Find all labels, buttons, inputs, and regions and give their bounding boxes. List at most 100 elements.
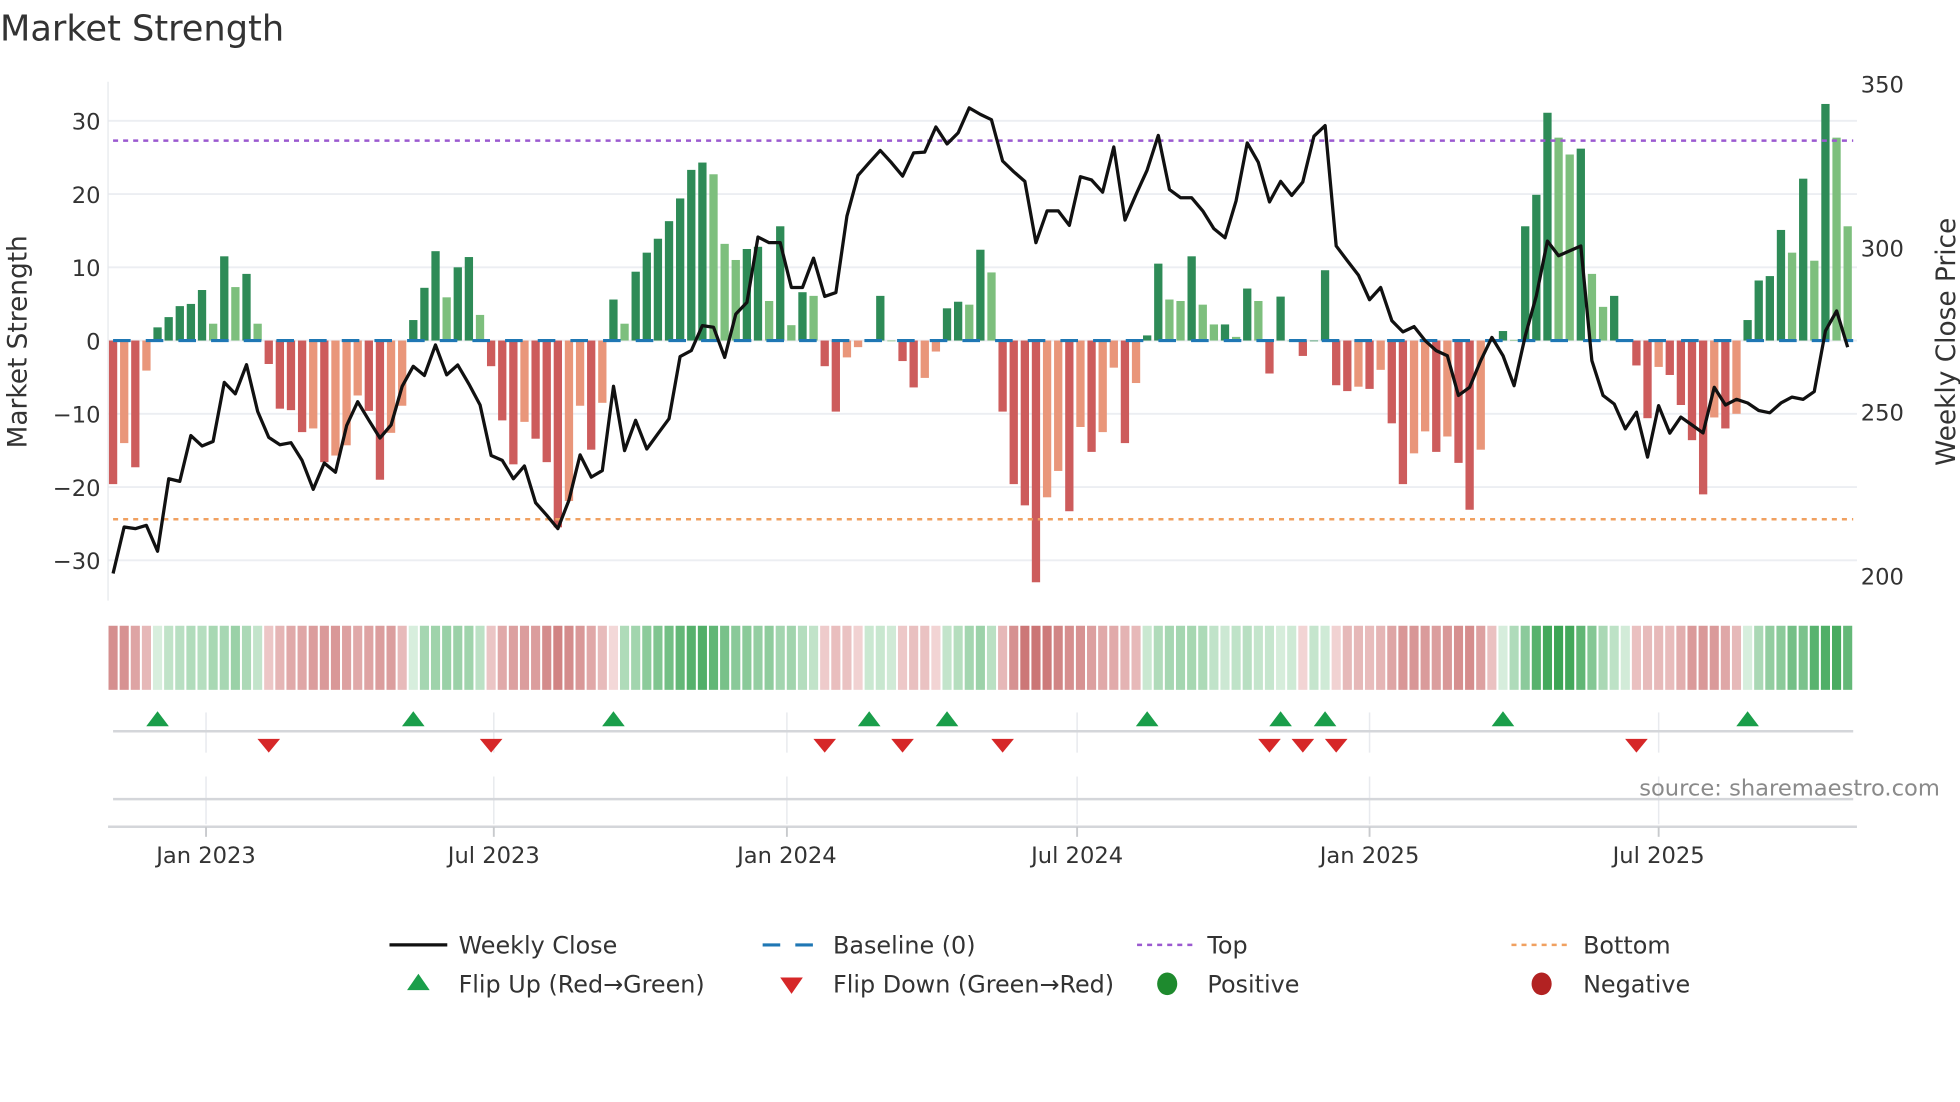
heat-cell (197, 625, 207, 690)
flip-down-marker (991, 738, 1014, 753)
strength-bar (1698, 340, 1708, 495)
heat-cell (1364, 625, 1375, 690)
strength-bar (309, 340, 318, 429)
legend-item-flip-up[interactable]: Flip Up (Red→Green) (407, 971, 705, 999)
weekly-close-line (111, 106, 1850, 574)
strength-bar (264, 340, 273, 364)
heat-cell (1743, 625, 1753, 690)
heat-cell (1654, 625, 1664, 690)
strength-bar (453, 267, 462, 341)
strength-bars (108, 103, 1852, 583)
heat-cell (419, 625, 429, 690)
legend-item-positive[interactable]: Positive (1157, 971, 1299, 999)
strength-bar (575, 340, 585, 406)
strength-bar (1543, 112, 1552, 341)
heat-cell (1020, 625, 1030, 690)
strength-bar (1476, 340, 1485, 450)
heat-cell (286, 625, 296, 690)
strength-bar (853, 340, 863, 348)
strength-bar (1187, 256, 1196, 341)
strength-bar (1009, 340, 1018, 485)
strength-bar (642, 252, 651, 341)
heat-cell (575, 625, 585, 690)
heat-cell (1164, 625, 1174, 690)
strength-bar (753, 246, 763, 341)
strength-bar (1687, 340, 1697, 441)
heat-cell (953, 625, 963, 690)
strength-bar (1710, 340, 1719, 418)
legend-item-negative[interactable]: Negative (1531, 971, 1691, 999)
heat-cell (264, 625, 274, 690)
heat-cell (1409, 625, 1419, 690)
strength-bar (1198, 304, 1207, 341)
heat-cell (1209, 625, 1219, 690)
strength-bar (1143, 335, 1152, 341)
strength-bar (1042, 340, 1052, 498)
legend-label: Flip Up (Red→Green) (459, 971, 705, 999)
heat-cell (342, 625, 352, 690)
strength-bar (1610, 295, 1619, 341)
strength-bar (1376, 340, 1385, 370)
heat-cell (330, 625, 341, 690)
flip-down-marker (1324, 738, 1348, 753)
strength-bar (108, 340, 118, 485)
flip-up-marker (935, 711, 959, 727)
legend-item-top[interactable]: Top (1137, 932, 1248, 960)
legend-item-bottom[interactable]: Bottom (1511, 932, 1671, 960)
strength-bar (1054, 340, 1063, 471)
heat-cell (1509, 625, 1519, 690)
heat-cell (1231, 625, 1241, 690)
strength-bar (209, 323, 218, 341)
heat-cell (1542, 625, 1553, 690)
strength-bar (1409, 340, 1419, 454)
strength-bar (764, 300, 774, 341)
legend: Weekly Close Baseline (0) Top Bottom Fli… (389, 932, 1690, 999)
heat-cell (186, 625, 196, 690)
heat-cell (1042, 625, 1052, 690)
legend-item-baseline[interactable]: Baseline (0) (762, 932, 976, 960)
flip-down-marker (1258, 738, 1281, 753)
strength-bar (1276, 296, 1285, 341)
heat-cell (386, 625, 396, 690)
heat-cell (631, 625, 641, 690)
heat-cell (653, 625, 663, 690)
strength-bar (142, 340, 151, 371)
strength-bar (164, 317, 173, 341)
heat-cell (453, 625, 463, 690)
strength-bar (486, 340, 496, 367)
strength-bar (1243, 288, 1252, 341)
strength-bar (386, 340, 396, 433)
strength-bar (353, 340, 362, 396)
strength-bar (842, 340, 852, 358)
heat-cell (297, 625, 307, 690)
strength-bar (820, 340, 829, 367)
strength-bar (542, 340, 551, 463)
heat-cell (1698, 625, 1708, 690)
strength-bar (798, 292, 807, 341)
heat-cell (1642, 625, 1653, 690)
legend-item-flip-down[interactable]: Flip Down (Green→Red) (780, 971, 1114, 999)
heat-cell (497, 625, 507, 690)
heat-cell (1754, 625, 1764, 690)
heat-cell (720, 625, 730, 690)
strength-bar (1231, 336, 1241, 341)
heat-cell (1242, 625, 1252, 690)
heat-cell (1609, 625, 1619, 690)
heat-cell (1687, 625, 1697, 690)
strength-bar (1020, 340, 1029, 506)
strength-bar (253, 323, 262, 341)
heat-cell (408, 625, 418, 690)
strength-bar (475, 314, 485, 341)
heat-cell (820, 625, 830, 690)
heat-cell (241, 625, 252, 690)
strength-bar (1532, 194, 1541, 341)
y2-axis-title: Weekly Close Price (1932, 218, 1960, 466)
heat-cell (886, 625, 896, 690)
strength-bar (1387, 340, 1396, 424)
heat-cell (1142, 625, 1152, 690)
heat-cell (1565, 625, 1575, 690)
legend-item-weekly-close[interactable]: Weekly Close (389, 932, 617, 960)
strength-bar (553, 340, 562, 528)
heat-cell (364, 625, 374, 690)
circle-icon (1157, 972, 1178, 996)
